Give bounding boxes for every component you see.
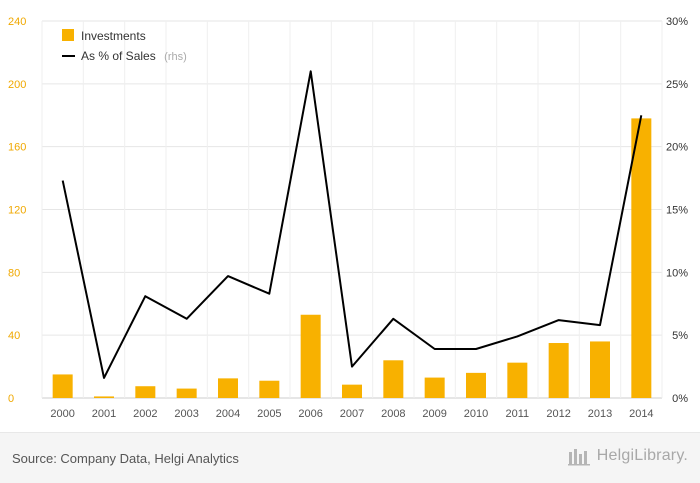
legend: Investments As % of Sales (rhs) bbox=[62, 29, 187, 64]
legend-label-sales-ratio-name: As % of Sales bbox=[81, 49, 156, 63]
y-right-tick-label: 5% bbox=[672, 330, 688, 342]
bar-2004 bbox=[218, 378, 238, 398]
y-left-tick-label: 200 bbox=[8, 79, 26, 91]
bar-2012 bbox=[548, 343, 569, 398]
x-tick-label: 2001 bbox=[92, 408, 116, 420]
bar-2008 bbox=[383, 360, 404, 398]
grid-lines bbox=[41, 20, 663, 399]
x-tick-label: 2006 bbox=[298, 408, 322, 420]
x-tick-label: 2012 bbox=[546, 408, 570, 420]
investment-bars bbox=[52, 118, 652, 399]
bar-2006 bbox=[300, 314, 321, 398]
x-tick-label: 2003 bbox=[174, 408, 198, 420]
y-right-tick-label: 20% bbox=[666, 142, 688, 154]
x-tick-label: 2004 bbox=[216, 408, 240, 420]
y-left-tick-label: 0 bbox=[8, 393, 14, 405]
y-left-tick-label: 80 bbox=[8, 267, 20, 279]
x-tick-label: 2005 bbox=[257, 408, 281, 420]
bar-2000 bbox=[52, 374, 73, 398]
y-right-tick-label: 15% bbox=[666, 205, 688, 217]
source-note: Source: Company Data, Helgi Analytics bbox=[12, 451, 239, 466]
sales-ratio-line-group bbox=[61, 70, 643, 379]
x-tick-label: 2008 bbox=[381, 408, 405, 420]
x-tick-label: 2007 bbox=[340, 408, 364, 420]
x-tick-label: 2013 bbox=[588, 408, 612, 420]
y-left-tick-label: 160 bbox=[8, 142, 26, 154]
bar-2001 bbox=[94, 396, 114, 398]
bar-2014 bbox=[631, 118, 652, 399]
legend-label-investments: Investments bbox=[81, 29, 146, 43]
bar-2013 bbox=[590, 341, 610, 398]
bar-2009 bbox=[424, 377, 445, 398]
x-tick-label: 2011 bbox=[506, 408, 530, 420]
x-tick-label: 2002 bbox=[133, 408, 157, 420]
x-tick-label: 2000 bbox=[50, 408, 74, 420]
bar-2011 bbox=[507, 362, 528, 398]
library-icon bbox=[567, 449, 590, 466]
sales-ratio-line bbox=[61, 70, 643, 379]
x-tick-label: 2009 bbox=[422, 408, 446, 420]
legend-label-sales-ratio: As % of Sales (rhs) bbox=[81, 47, 187, 64]
brand-name: HelgiLibrary. bbox=[596, 447, 688, 464]
bar-2007 bbox=[342, 384, 362, 398]
y-right-tick-label: 25% bbox=[666, 79, 688, 91]
brand-logo: HelgiLibrary. bbox=[567, 446, 688, 466]
footer: Source: Company Data, Helgi Analytics He… bbox=[0, 432, 700, 483]
y-right-tick-label: 30% bbox=[666, 16, 688, 28]
y-left-tick-label: 120 bbox=[8, 205, 26, 217]
bar-2002 bbox=[135, 386, 156, 398]
legend-swatch-investments bbox=[62, 29, 74, 41]
y-left-tick-label: 40 bbox=[8, 330, 20, 342]
y-right-tick-label: 0% bbox=[672, 393, 688, 405]
legend-label-sales-ratio-suffix: (rhs) bbox=[164, 51, 187, 63]
x-tick-label: 2010 bbox=[464, 408, 488, 420]
bar-2005 bbox=[259, 380, 280, 398]
bar-2003 bbox=[176, 388, 197, 398]
x-tick-label: 2014 bbox=[629, 408, 653, 420]
y-right-tick-label: 10% bbox=[666, 267, 688, 279]
combo-chart: 0 0% 40 5% 80 10% 120 15% 160 20% 200 25% 240 30% 2000… bbox=[8, 16, 688, 420]
bar-2010 bbox=[466, 372, 486, 398]
axis-labels: 0 0% 40 5% 80 10% 120 15% 160 20% 200 25% 240 30% 2000… bbox=[8, 16, 688, 420]
y-left-tick-label: 240 bbox=[8, 16, 26, 28]
